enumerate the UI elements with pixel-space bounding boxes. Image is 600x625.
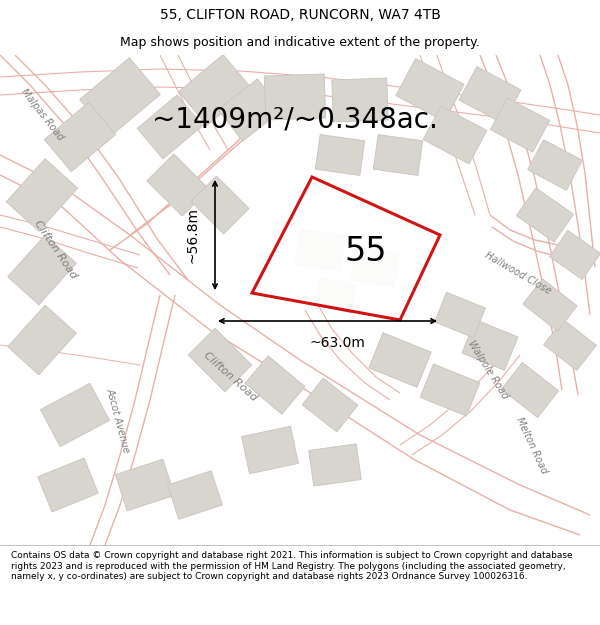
Polygon shape [462,320,518,370]
Polygon shape [8,305,76,375]
Polygon shape [252,177,440,320]
Polygon shape [115,459,175,511]
Polygon shape [44,102,116,172]
Text: Hallwood Close: Hallwood Close [483,250,553,296]
Polygon shape [137,95,203,159]
Polygon shape [147,154,209,216]
Polygon shape [523,279,577,331]
Text: ~56.8m: ~56.8m [186,207,200,263]
Text: 55, CLIFTON ROAD, RUNCORN, WA7 4TB: 55, CLIFTON ROAD, RUNCORN, WA7 4TB [160,8,440,22]
Polygon shape [420,364,480,416]
Polygon shape [188,328,252,392]
Polygon shape [396,59,464,121]
Polygon shape [527,139,583,191]
Polygon shape [373,134,423,176]
Polygon shape [264,74,326,120]
Polygon shape [309,444,361,486]
Text: 55: 55 [345,235,387,268]
Polygon shape [40,383,110,447]
Polygon shape [332,78,388,122]
Polygon shape [302,378,358,432]
Polygon shape [423,106,487,164]
Polygon shape [218,79,282,141]
Polygon shape [502,362,559,418]
Text: Clifton Road: Clifton Road [32,219,78,281]
Polygon shape [8,235,76,305]
Text: ~63.0m: ~63.0m [310,336,365,350]
Text: Contains OS data © Crown copyright and database right 2021. This information is : Contains OS data © Crown copyright and d… [11,551,572,581]
Text: Malpas Road: Malpas Road [19,88,65,142]
Text: Map shows position and indicative extent of the property.: Map shows position and indicative extent… [120,36,480,49]
Polygon shape [544,319,596,371]
Polygon shape [351,247,399,287]
Text: Ascot Avenue: Ascot Avenue [104,386,131,454]
Polygon shape [295,229,345,271]
Polygon shape [38,458,98,512]
Polygon shape [179,54,251,126]
Polygon shape [80,58,160,136]
Text: ~1409m²/~0.348ac.: ~1409m²/~0.348ac. [152,106,438,134]
Polygon shape [434,292,485,338]
Polygon shape [245,356,305,414]
Polygon shape [191,176,249,234]
Polygon shape [6,159,78,231]
Polygon shape [369,332,431,388]
Polygon shape [490,98,550,152]
Text: Melton Road: Melton Road [515,415,550,475]
Polygon shape [314,278,356,312]
Text: Walpole Road: Walpole Road [466,339,510,401]
Polygon shape [550,231,600,279]
Text: Clifton Road: Clifton Road [202,351,259,404]
Polygon shape [459,66,521,124]
Polygon shape [167,471,223,519]
Polygon shape [517,188,574,242]
Polygon shape [315,134,365,176]
Polygon shape [242,426,298,474]
